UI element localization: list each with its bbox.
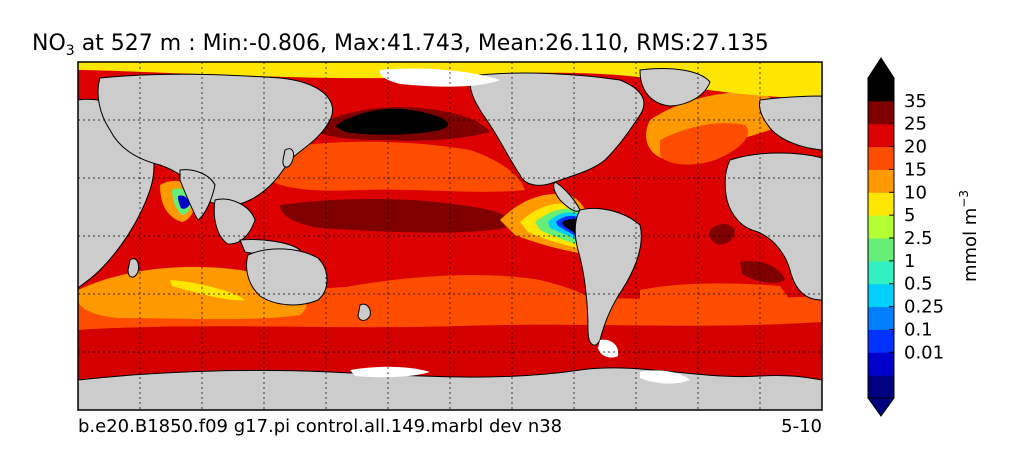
colorbar-tick-label: 15: [904, 159, 927, 180]
north-atlantic-red: [660, 123, 749, 165]
colorbar-swatch: [868, 306, 894, 330]
colorbar-swatch: [868, 146, 894, 170]
colorbar-swatch: [868, 215, 894, 239]
land-africa-east: [724, 152, 822, 301]
colorbar-swatch: [868, 329, 894, 353]
colorbar-unit-exp: −3: [957, 190, 971, 208]
colorbar-tick-label: 0.25: [904, 297, 944, 318]
land-australia: [246, 248, 328, 306]
colorbar-extend-max: [867, 57, 895, 79]
map-title: NO3 at 527 m : Min:-0.806, Max:41.743, M…: [32, 31, 769, 59]
north-pacific-dark-band: [280, 198, 510, 233]
map-frame: [77, 61, 823, 411]
land-greenland: [639, 68, 711, 107]
arabian-sea-blue: [178, 195, 190, 209]
land-madagascar: [127, 258, 139, 278]
colorbar-tick-label: 0.01: [904, 342, 944, 363]
colorbar-tick-label: 2.5: [904, 228, 933, 249]
gulf-of-guinea-dark: [709, 224, 735, 245]
colorbar-tick-label: 1: [904, 251, 915, 272]
time-period: 5-10: [781, 416, 822, 437]
title-subscript: 3: [66, 43, 75, 59]
colorbar-tick-label: 0.1: [904, 319, 933, 340]
land-europe-east: [759, 95, 822, 151]
case-name: b.e20.B1850.f09 g17.pi control.all.149.m…: [78, 416, 562, 437]
title-variable: NO: [32, 31, 66, 56]
benguela-dark: [740, 260, 785, 283]
ice-antarctic-1: [598, 339, 619, 358]
colorbar-swatch: [868, 352, 894, 376]
graticule: [78, 62, 822, 410]
colorbar-swatch: [868, 78, 894, 102]
colorbar-swatch: [868, 123, 894, 148]
north-pacific-subpolar-max: [335, 108, 449, 135]
ice-arctic-1: [379, 68, 500, 87]
map-panel: [78, 62, 822, 410]
colorbar-swatch: [868, 238, 894, 262]
north-pacific-orange: [270, 141, 525, 192]
colorbar-tick-label: 25: [904, 114, 927, 135]
land-eurasia: [97, 73, 333, 206]
colorbar-unit-base: mmol m: [960, 208, 981, 282]
land-new-zealand: [357, 303, 371, 321]
colorbar-tick-label: 35: [904, 91, 927, 112]
colorbar-tick-label: 20: [904, 137, 927, 158]
colorbar-extend-min: [867, 397, 895, 417]
colorbar-swatch: [868, 192, 894, 216]
colorbar-swatch: [868, 169, 894, 193]
colorbar-swatch: [868, 100, 894, 125]
colorbar-tick-label: 5: [904, 205, 915, 226]
colorbar-swatch: [868, 260, 894, 285]
land-north-america: [469, 72, 645, 186]
colorbar-tick-label: 0.5: [904, 274, 933, 295]
colorbar-unit: mmol m−3: [957, 190, 981, 282]
sea-ice: [350, 68, 690, 384]
land-japan: [282, 148, 295, 168]
ice-antarctic-2: [640, 370, 690, 384]
south-indian-gyre-core: [170, 280, 245, 301]
land-central-america: [553, 181, 581, 212]
colorbar-tick-label: 10: [904, 182, 927, 203]
arctic-yellow: [78, 62, 822, 100]
colorbar-swatch: [868, 375, 894, 399]
title-rest: at 527 m : Min:-0.806, Max:41.743, Mean:…: [75, 31, 769, 56]
south-atlantic-gyre: [640, 283, 790, 303]
land-se-asia: [213, 198, 256, 245]
colorbar-swatch: [868, 283, 894, 308]
ice-antarctic-3: [350, 366, 430, 378]
